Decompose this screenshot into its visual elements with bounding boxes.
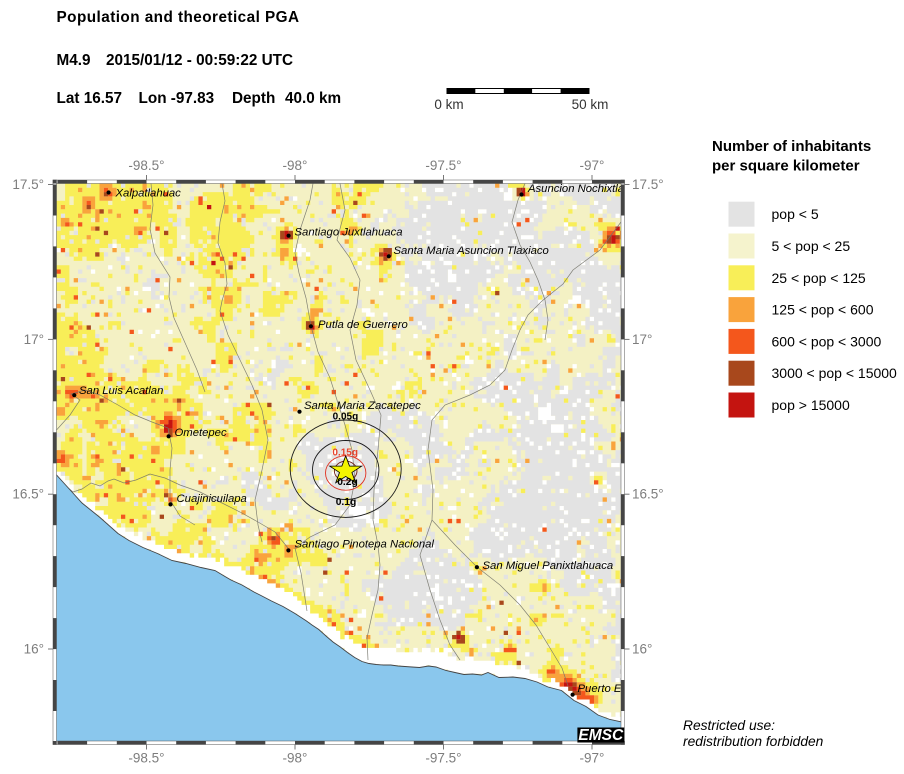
- svg-text:40.0 km: 40.0 km: [285, 90, 341, 107]
- svg-text:Lat 16.57: Lat 16.57: [57, 90, 122, 107]
- svg-text:25 < pop < 125: 25 < pop < 125: [772, 270, 866, 286]
- svg-text:-97°: -97°: [580, 751, 605, 766]
- svg-text:600 < pop < 3000: 600 < pop < 3000: [772, 333, 882, 349]
- svg-text:-98°: -98°: [283, 158, 308, 173]
- svg-text:17°: 17°: [24, 332, 44, 347]
- svg-text:-98.5°: -98.5°: [128, 751, 164, 766]
- svg-text:3000 < pop < 15000: 3000 < pop < 15000: [772, 365, 898, 381]
- svg-text:Number of inhabitants: Number of inhabitants: [712, 138, 871, 155]
- svg-text:5 < pop < 25: 5 < pop < 25: [772, 238, 851, 254]
- svg-text:Puerto Escondido: Puerto Escondido: [578, 683, 667, 695]
- svg-text:redistribution forbidden: redistribution forbidden: [683, 734, 824, 749]
- svg-text:0.05g: 0.05g: [333, 412, 359, 423]
- svg-text:EMSC: EMSC: [578, 727, 624, 744]
- svg-text:San Luis Acatlan: San Luis Acatlan: [79, 385, 163, 397]
- svg-text:0 km: 0 km: [434, 97, 463, 112]
- svg-text:Cuajinicuilapa: Cuajinicuilapa: [177, 493, 247, 505]
- svg-text:0.15g: 0.15g: [332, 447, 358, 458]
- svg-text:Depth: Depth: [232, 90, 275, 107]
- svg-text:0.2g: 0.2g: [337, 477, 358, 488]
- svg-text:Santa Maria Asuncion Tlaxiaco: Santa Maria Asuncion Tlaxiaco: [394, 245, 549, 257]
- svg-text:Santa Maria Zacatepec: Santa Maria Zacatepec: [304, 400, 421, 412]
- svg-text:Lon -97.83: Lon -97.83: [139, 90, 215, 107]
- svg-text:125 < pop < 600: 125 < pop < 600: [772, 302, 874, 318]
- svg-text:17°: 17°: [632, 332, 652, 347]
- svg-text:16.5°: 16.5°: [12, 487, 44, 502]
- svg-text:16.5°: 16.5°: [632, 487, 664, 502]
- svg-text:17.5°: 17.5°: [632, 177, 664, 192]
- svg-text:-97.5°: -97.5°: [425, 158, 461, 173]
- svg-text:Santiago Pinotepa Nacional: Santiago Pinotepa Nacional: [295, 539, 435, 551]
- svg-text:Restricted use:: Restricted use:: [683, 718, 775, 733]
- svg-text:17.5°: 17.5°: [12, 177, 44, 192]
- svg-text:pop < 5: pop < 5: [772, 206, 819, 222]
- svg-text:16°: 16°: [632, 642, 652, 657]
- svg-text:Putla de Guerrero: Putla de Guerrero: [318, 319, 408, 331]
- svg-text:-98°: -98°: [283, 751, 308, 766]
- svg-text:0.1g: 0.1g: [336, 497, 357, 508]
- svg-text:pop > 15000: pop > 15000: [772, 397, 850, 413]
- svg-text:50 km: 50 km: [572, 97, 609, 112]
- svg-text:-97°: -97°: [580, 158, 605, 173]
- svg-text:Xalpatlahuac: Xalpatlahuac: [115, 188, 182, 200]
- svg-text:per square kilometer: per square kilometer: [712, 158, 860, 175]
- svg-text:San Miguel Panixtlahuaca: San Miguel Panixtlahuaca: [483, 560, 614, 572]
- svg-text:Asuncion Nochixtlan: Asuncion Nochixtlan: [527, 183, 630, 195]
- svg-text:-97.5°: -97.5°: [425, 751, 461, 766]
- svg-text:M4.9: M4.9: [57, 52, 91, 69]
- svg-text:2015/01/12 - 00:59:22 UTC: 2015/01/12 - 00:59:22 UTC: [106, 52, 293, 69]
- svg-text:Population and theoretical PGA: Population and theoretical PGA: [57, 9, 300, 26]
- svg-text:Ometepec: Ometepec: [175, 427, 227, 439]
- svg-text:-98.5°: -98.5°: [128, 158, 164, 173]
- svg-text:Santiago Juxtlahuaca: Santiago Juxtlahuaca: [295, 227, 403, 239]
- svg-text:16°: 16°: [24, 642, 44, 657]
